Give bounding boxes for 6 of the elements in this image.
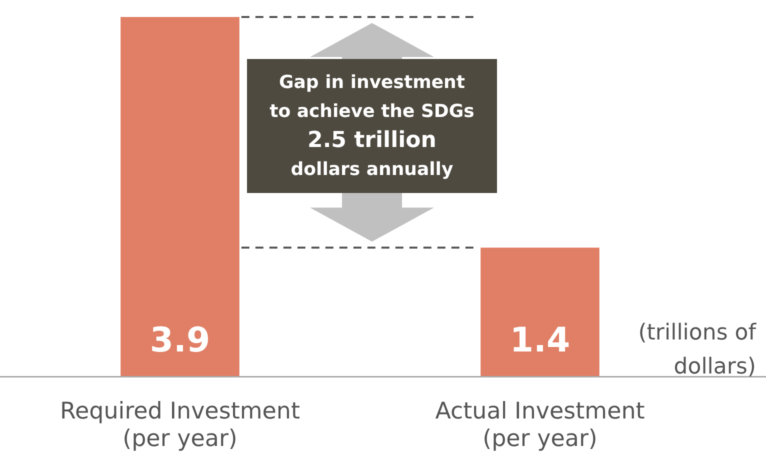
annotation: Gap in investment to achieve the SDGs 2.5 trillion dollars annually bbox=[268, 71, 476, 182]
annotation: (trillions of dollars) bbox=[638, 320, 758, 380]
x-tick-label: Actual Investment (per year) bbox=[435, 398, 645, 452]
x-tick-label: Required Investment (per year) bbox=[60, 398, 300, 452]
data-label: 3.9 bbox=[150, 320, 210, 361]
data-label: 1.4 bbox=[510, 320, 570, 361]
